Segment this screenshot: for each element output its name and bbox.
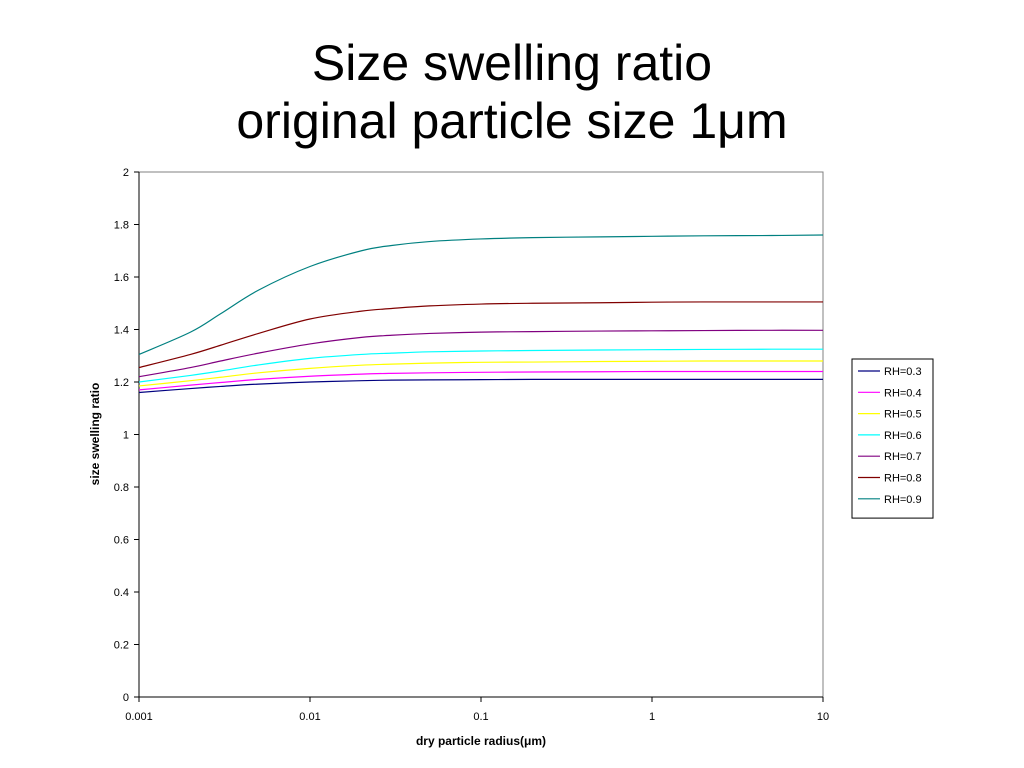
legend-label: RH=0.6 (884, 430, 922, 442)
y-tick-label: 2 (123, 167, 129, 179)
x-tick-label: 0.001 (125, 711, 153, 723)
series-line-rh-0-6 (138, 348, 824, 383)
slide-title-line2: original particle size 1μm (236, 93, 788, 149)
x-tick-label: 10 (817, 711, 829, 723)
y-tick-label: 0.4 (114, 587, 129, 599)
y-tick-label: 0.2 (114, 640, 129, 652)
slide-title-line1: Size swelling ratio (311, 35, 713, 91)
series-line-rh-0-7 (138, 329, 824, 378)
series-line-rh-0-8 (138, 301, 823, 369)
y-tick-label: 1.2 (114, 377, 129, 389)
series-line-rh-0-3 (138, 378, 823, 394)
x-tick-label: 0.01 (299, 711, 320, 723)
y-axis-label: size swelling ratio (88, 383, 102, 486)
y-tick-label: 1.4 (114, 325, 129, 337)
y-tick-label: 1 (123, 430, 129, 442)
series-line-rh-0-5 (138, 360, 823, 387)
y-tick-label: 1.6 (114, 272, 129, 284)
slide-title: Size swelling ratio original particle si… (0, 34, 1024, 150)
x-axis-label: dry particle radius(μm) (416, 734, 546, 748)
series-line-rh-0-4 (138, 370, 823, 391)
legend-label: RH=0.7 (884, 451, 922, 463)
legend: RH=0.3 RH=0.4 RH=0.5 RH=0.6 RH=0.7 RH=0.8 RH=0… (851, 358, 934, 519)
x-tick-label: 1 (649, 711, 655, 723)
y-tick-label: 1.8 (114, 220, 129, 232)
plot-area (138, 171, 824, 698)
series-line-rh-0-9 (138, 234, 824, 355)
y-tick-label: 0 (123, 692, 129, 704)
legend-label: RH=0.3 (884, 366, 922, 378)
x-tick-label: 0.1 (473, 711, 488, 723)
axes: 0 0.2 0.4 0.6 0.8 1 1.2 1.4 1.6 1.8 2 0.001 0.01 0.1 1… (114, 167, 829, 723)
y-tick-label: 0.6 (114, 535, 129, 547)
series-layer (138, 234, 824, 394)
legend-label: RH=0.8 (884, 473, 922, 485)
y-tick-label: 0.8 (114, 482, 129, 494)
legend-label: RH=0.4 (884, 387, 922, 399)
legend-label: RH=0.9 (884, 494, 922, 506)
legend-box (851, 358, 934, 519)
legend-label: RH=0.5 (884, 409, 922, 421)
